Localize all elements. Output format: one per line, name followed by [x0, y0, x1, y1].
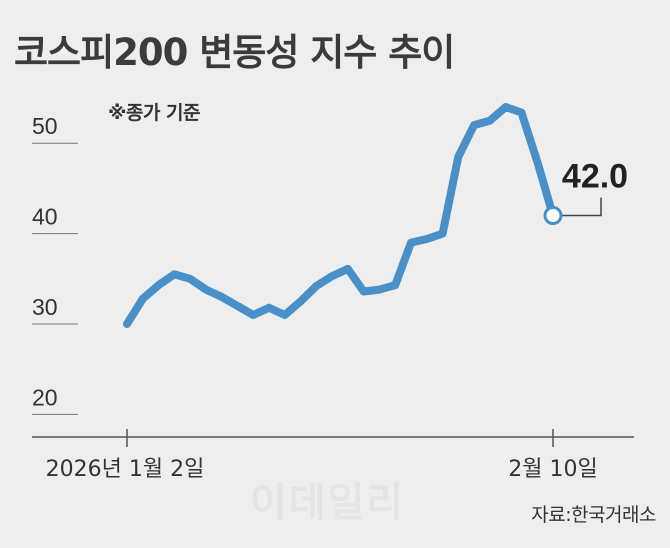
- y-tick-label: 50: [32, 113, 58, 139]
- y-tick-label: 40: [32, 204, 58, 230]
- y-tick-label: 20: [32, 384, 58, 410]
- watermark: 이데일리: [250, 480, 406, 526]
- end-point-marker: [543, 206, 563, 226]
- y-axis: 20 30 40 50: [32, 113, 78, 415]
- source-label: 자료:한국거래소: [531, 504, 656, 526]
- annotation-layer: 42.0: [543, 158, 628, 226]
- series-layer: [123, 103, 557, 328]
- y-tick-label: 30: [32, 294, 58, 320]
- chart-note: ※종가 기준: [108, 102, 201, 124]
- x-tick-label: 2026년 1월 2일: [46, 457, 205, 482]
- chart-title: 코스피200 변동성 지수 추이: [14, 31, 455, 74]
- end-value-label: 42.0: [562, 158, 628, 196]
- series-line: [123, 103, 557, 328]
- x-axis: 2026년 1월 2일 2월 10일: [32, 429, 634, 482]
- callout-leader-line: [561, 197, 602, 217]
- x-tick-label: 2월 10일: [508, 457, 597, 482]
